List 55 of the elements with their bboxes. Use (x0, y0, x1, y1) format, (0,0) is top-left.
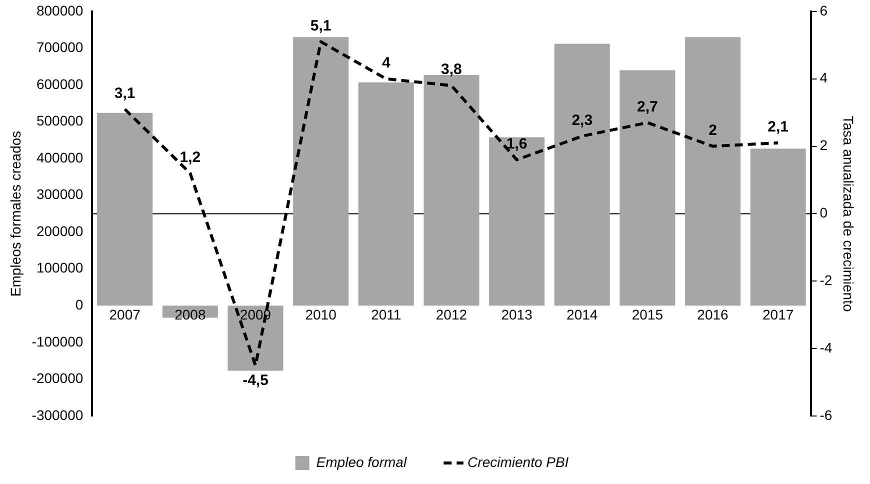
y2-tick-label: 2 (820, 137, 828, 154)
y-tick-label: 100000 (36, 260, 84, 276)
y-tick-label: -200000 (32, 370, 84, 386)
y-tick-label: 800000 (36, 2, 84, 18)
x-tick-label: 2008 (174, 306, 206, 323)
x-tick-label: 2010 (305, 306, 337, 323)
data-label: 2,3 (572, 112, 593, 129)
data-label: 3,8 (441, 61, 462, 78)
x-tick-label: 2012 (436, 306, 468, 323)
data-label: 3,1 (114, 84, 136, 102)
x-tick-label: 2011 (371, 306, 402, 323)
y2-tick-label: -4 (820, 339, 832, 356)
bar (293, 37, 349, 306)
bar (424, 75, 480, 306)
y2-tick-label: 4 (820, 70, 828, 86)
y-tick-label: 200000 (36, 222, 84, 239)
y-tick-label: 300000 (36, 186, 84, 202)
data-label: 4 (382, 54, 391, 72)
data-label: 2,7 (637, 98, 658, 116)
x-tick-label: 2015 (632, 306, 664, 323)
data-label: 2,1 (768, 118, 789, 136)
y-tick-label: 500000 (36, 112, 84, 129)
x-tick-label: 2013 (501, 306, 533, 323)
x-tick-label: 2007 (109, 306, 141, 323)
y-tick-label: -300000 (32, 406, 84, 423)
bar (750, 148, 806, 306)
legend-label: Empleo formal (316, 454, 408, 470)
y2-tick-label: -2 (820, 272, 832, 288)
x-tick-label: 2017 (762, 306, 794, 323)
x-tick-label: 2016 (697, 306, 729, 323)
bar (489, 137, 545, 306)
y-tick-label: 0 (75, 296, 84, 313)
y2-tick-label: 0 (820, 204, 828, 221)
y2-axis-title: Tasa anualizada de crecimiento (840, 116, 857, 312)
y-tick-label: -100000 (32, 333, 84, 350)
data-label: 2 (708, 122, 717, 139)
bar (620, 70, 676, 306)
bar (685, 37, 741, 306)
y2-tick-label: -6 (820, 406, 832, 423)
bar (228, 306, 284, 371)
y-tick-label: 400000 (36, 149, 84, 166)
x-tick-label: 2009 (240, 306, 272, 323)
y-axis-title: Empleos formales creados (7, 130, 24, 297)
legend-label: Crecimiento PBI (468, 454, 569, 470)
bar (358, 82, 414, 306)
x-tick-label: 2014 (566, 306, 598, 323)
data-label: 5,1 (310, 17, 332, 34)
y-tick-label: 600000 (36, 76, 84, 92)
y2-tick-label: 6 (820, 2, 828, 18)
bar (554, 44, 610, 306)
bar (97, 112, 153, 306)
data-label: 1,6 (506, 135, 528, 152)
data-label: -4,5 (242, 372, 268, 390)
data-label: 1,2 (180, 148, 201, 166)
y-tick-label: 700000 (36, 39, 84, 56)
